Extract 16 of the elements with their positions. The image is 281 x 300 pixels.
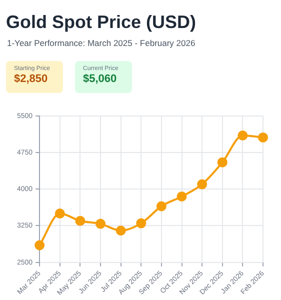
point bbox=[176, 191, 187, 202]
point bbox=[156, 201, 166, 212]
point bbox=[116, 226, 126, 236]
chart-subtitle: 1-Year Performance: March 2025 - February 2026 bbox=[7, 38, 196, 48]
point bbox=[75, 216, 86, 226]
point bbox=[197, 179, 208, 190]
text: $2,850 bbox=[14, 73, 49, 85]
point bbox=[54, 208, 65, 219]
point bbox=[34, 240, 45, 250]
point bbox=[238, 130, 248, 141]
point bbox=[258, 132, 268, 142]
point bbox=[217, 157, 228, 168]
text: $5,060 bbox=[83, 73, 118, 85]
point bbox=[96, 218, 106, 229]
point bbox=[136, 218, 146, 228]
chart-title: Gold Spot Price (USD) bbox=[6, 12, 196, 33]
